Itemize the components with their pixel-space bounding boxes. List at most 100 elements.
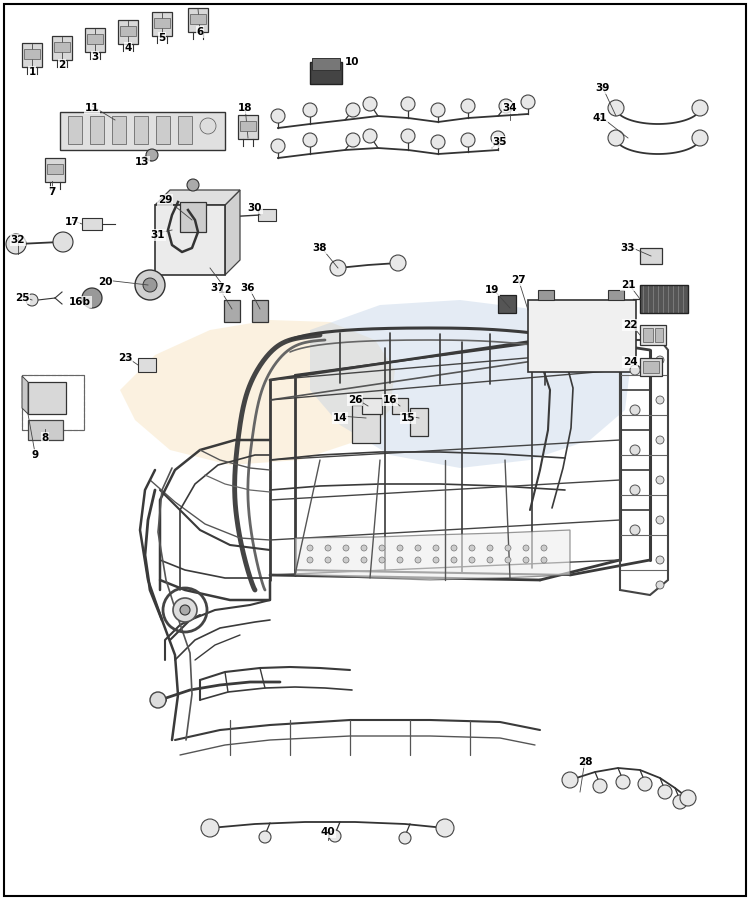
Circle shape (656, 436, 664, 444)
Circle shape (433, 545, 439, 551)
Text: 33: 33 (621, 243, 635, 253)
Circle shape (363, 129, 377, 143)
Circle shape (692, 100, 708, 116)
Text: 15: 15 (400, 413, 416, 423)
Circle shape (562, 772, 578, 788)
Circle shape (523, 557, 529, 563)
Circle shape (469, 557, 475, 563)
Bar (312, 58, 340, 70)
Bar (155, 205, 225, 275)
Bar (238, 115, 258, 139)
Circle shape (461, 133, 475, 147)
Text: 41: 41 (592, 113, 608, 123)
Text: 17: 17 (64, 217, 80, 227)
Bar (120, 26, 136, 36)
Circle shape (505, 545, 511, 551)
Circle shape (303, 133, 317, 147)
Circle shape (415, 545, 421, 551)
Bar (54, 42, 70, 52)
Text: 26: 26 (348, 395, 362, 405)
Circle shape (330, 260, 346, 276)
Circle shape (307, 557, 313, 563)
Circle shape (399, 832, 411, 844)
Circle shape (608, 100, 624, 116)
Bar (538, 290, 554, 300)
Bar (190, 14, 206, 24)
Circle shape (521, 95, 535, 109)
Circle shape (608, 130, 624, 146)
Bar (134, 116, 148, 144)
Bar (188, 8, 208, 32)
Circle shape (656, 396, 664, 404)
Circle shape (401, 129, 415, 143)
Text: 28: 28 (578, 757, 592, 767)
Circle shape (431, 103, 445, 117)
Circle shape (505, 557, 511, 563)
Circle shape (499, 99, 513, 113)
Bar (392, 398, 408, 414)
Bar (643, 328, 653, 342)
Text: 6: 6 (196, 27, 203, 37)
Circle shape (469, 545, 475, 551)
Circle shape (53, 232, 73, 252)
Circle shape (271, 109, 285, 123)
Text: 40: 40 (321, 827, 335, 837)
Text: 35: 35 (493, 137, 507, 147)
Text: 12: 12 (217, 285, 232, 295)
Text: 18: 18 (238, 103, 252, 113)
Circle shape (658, 785, 672, 799)
Circle shape (397, 545, 403, 551)
Bar (118, 20, 138, 44)
Circle shape (346, 103, 360, 117)
Bar (258, 209, 276, 221)
Text: 8: 8 (41, 433, 49, 443)
Text: 21: 21 (621, 280, 635, 290)
Bar (112, 116, 126, 144)
Bar (82, 218, 102, 230)
Bar (640, 285, 688, 313)
Bar (152, 12, 172, 36)
Text: 24: 24 (622, 357, 638, 367)
Circle shape (146, 149, 158, 161)
Circle shape (361, 545, 367, 551)
Text: 31: 31 (151, 230, 165, 240)
Polygon shape (155, 190, 240, 205)
Circle shape (346, 133, 360, 147)
Text: 37: 37 (211, 283, 225, 293)
Circle shape (541, 557, 547, 563)
Bar (138, 358, 156, 372)
Circle shape (680, 790, 696, 806)
Circle shape (491, 131, 505, 145)
Circle shape (431, 135, 445, 149)
Bar (608, 290, 624, 300)
Circle shape (673, 795, 687, 809)
Circle shape (436, 819, 454, 837)
Circle shape (201, 819, 219, 837)
Text: 13: 13 (135, 157, 149, 167)
Circle shape (329, 830, 341, 842)
Text: 22: 22 (622, 320, 638, 330)
Text: 5: 5 (158, 33, 166, 43)
Text: 39: 39 (595, 83, 609, 93)
Circle shape (143, 278, 157, 292)
Circle shape (593, 779, 607, 793)
Bar (22, 43, 42, 67)
Circle shape (135, 270, 165, 300)
Circle shape (630, 485, 640, 495)
Bar (68, 116, 82, 144)
Text: 29: 29 (158, 195, 172, 205)
Bar (362, 398, 382, 414)
Circle shape (656, 581, 664, 589)
Circle shape (630, 525, 640, 535)
Bar (310, 62, 342, 84)
Text: 9: 9 (32, 450, 38, 460)
Circle shape (401, 97, 415, 111)
Polygon shape (310, 300, 630, 468)
Circle shape (656, 516, 664, 524)
Text: 38: 38 (313, 243, 327, 253)
Circle shape (150, 692, 166, 708)
Circle shape (523, 545, 529, 551)
Circle shape (487, 545, 493, 551)
Text: 11: 11 (85, 103, 99, 113)
Bar (87, 34, 103, 44)
